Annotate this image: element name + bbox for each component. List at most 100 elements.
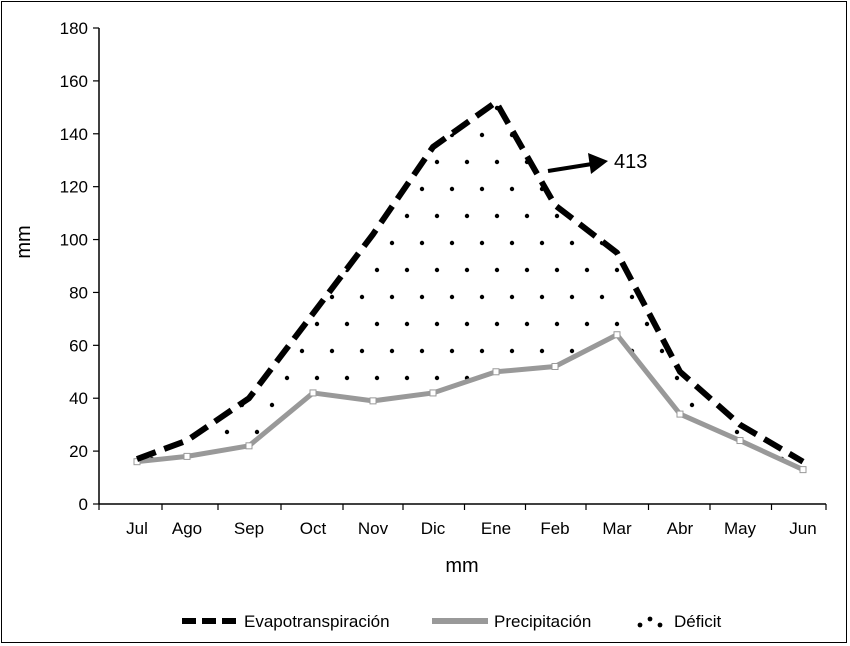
deficit-dot (389, 456, 395, 462)
deficit-dot (749, 186, 755, 192)
deficit-dot (584, 105, 590, 111)
deficit-dot (194, 213, 200, 219)
legend-label-evapotranspiracion: Evapotranspiración (244, 612, 390, 631)
annotation-label: 413 (614, 151, 647, 173)
deficit-dot (585, 484, 589, 488)
deficit-dot (284, 213, 290, 219)
deficit-dot (149, 348, 155, 354)
deficit-dot (254, 429, 260, 435)
deficit-dot (164, 159, 170, 165)
series-line-precipitacion (136, 332, 805, 472)
deficit-dot (179, 348, 185, 354)
precipitacion-point (429, 389, 437, 397)
deficit-dot (554, 267, 560, 273)
deficit-dot (479, 186, 485, 192)
precipitacion-point (183, 452, 191, 460)
x-tick-label: Sep (234, 519, 264, 538)
deficit-dot (629, 132, 635, 138)
deficit-dot (794, 105, 800, 111)
deficit-dot (765, 484, 769, 488)
deficit-dot (315, 484, 319, 488)
deficit-dot (614, 429, 620, 435)
deficit-dot (689, 294, 695, 300)
deficit-dot (329, 348, 335, 354)
deficit-dot (314, 429, 320, 435)
deficit-dot (524, 321, 530, 327)
deficit-dot (704, 105, 710, 111)
deficit-dot (584, 375, 590, 381)
deficit-dot (419, 348, 425, 354)
deficit-dot (524, 267, 530, 273)
deficit-dot (659, 186, 665, 192)
deficit-dot (629, 456, 635, 462)
precipitacion-point (551, 362, 559, 370)
deficit-dot (614, 375, 620, 381)
deficit-dot (524, 213, 530, 219)
deficit-dot (659, 294, 665, 300)
deficit-dot (284, 321, 290, 327)
deficit-dot (359, 402, 365, 408)
deficit-dot (659, 402, 665, 408)
deficit-dot (374, 321, 380, 327)
x-axis-label: mm (445, 555, 478, 577)
deficit-dot (194, 267, 200, 273)
deficit-dot (464, 267, 470, 273)
deficit-dot (239, 294, 245, 300)
y-tick-label: 180 (60, 19, 88, 38)
x-tick-label: Jul (126, 519, 148, 538)
deficit-dot (719, 240, 725, 246)
deficit-dot (419, 402, 425, 408)
deficit-dot (495, 484, 499, 488)
deficit-dot (344, 429, 350, 435)
deficit-dot (209, 294, 215, 300)
deficit-dot (734, 429, 740, 435)
deficit-dot (554, 213, 560, 219)
deficit-dot (645, 484, 649, 488)
deficit-dot (810, 241, 814, 245)
deficit-dot (449, 294, 455, 300)
deficit-dot (329, 402, 335, 408)
deficit-dot (269, 240, 275, 246)
deficit-dot (165, 484, 169, 488)
deficit-dot (224, 429, 230, 435)
deficit-dot (794, 375, 800, 381)
x-tick-label: Dic (421, 519, 446, 538)
deficit-dot (524, 429, 530, 435)
deficit-dot (644, 213, 650, 219)
deficit-dot (599, 186, 605, 192)
deficit-dot (314, 321, 320, 327)
deficit-dot (734, 375, 740, 381)
deficit-dot (615, 484, 619, 488)
deficit-dot (435, 484, 439, 488)
deficit-dot (149, 132, 155, 138)
deficit-dot (374, 267, 380, 273)
deficit-dot (494, 429, 500, 435)
deficit-dot (555, 484, 559, 488)
deficit-dot (749, 348, 755, 354)
deficit-dot (719, 186, 725, 192)
deficit-dot (779, 132, 785, 138)
deficit-dot (419, 294, 425, 300)
series-lines (133, 99, 807, 474)
deficit-dot (284, 105, 290, 111)
deficit-dot (374, 429, 380, 435)
legend-swatch-deficit (647, 616, 653, 622)
deficit-dot (194, 321, 200, 327)
deficit-dot (614, 321, 620, 327)
deficit-dot (689, 132, 695, 138)
deficit-dot (299, 456, 305, 462)
deficit-dot (674, 321, 680, 327)
deficit-dot (329, 132, 335, 138)
deficit-dot (644, 267, 650, 273)
deficit-dot (599, 294, 605, 300)
deficit-dot (345, 484, 349, 488)
deficit-dot (749, 402, 755, 408)
deficit-dot (569, 132, 575, 138)
deficit-dot (254, 375, 260, 381)
deficit-dot (314, 375, 320, 381)
deficit-dot (299, 294, 305, 300)
x-tick-label: Mar (602, 519, 632, 538)
deficit-dot (314, 213, 320, 219)
deficit-dot (449, 186, 455, 192)
